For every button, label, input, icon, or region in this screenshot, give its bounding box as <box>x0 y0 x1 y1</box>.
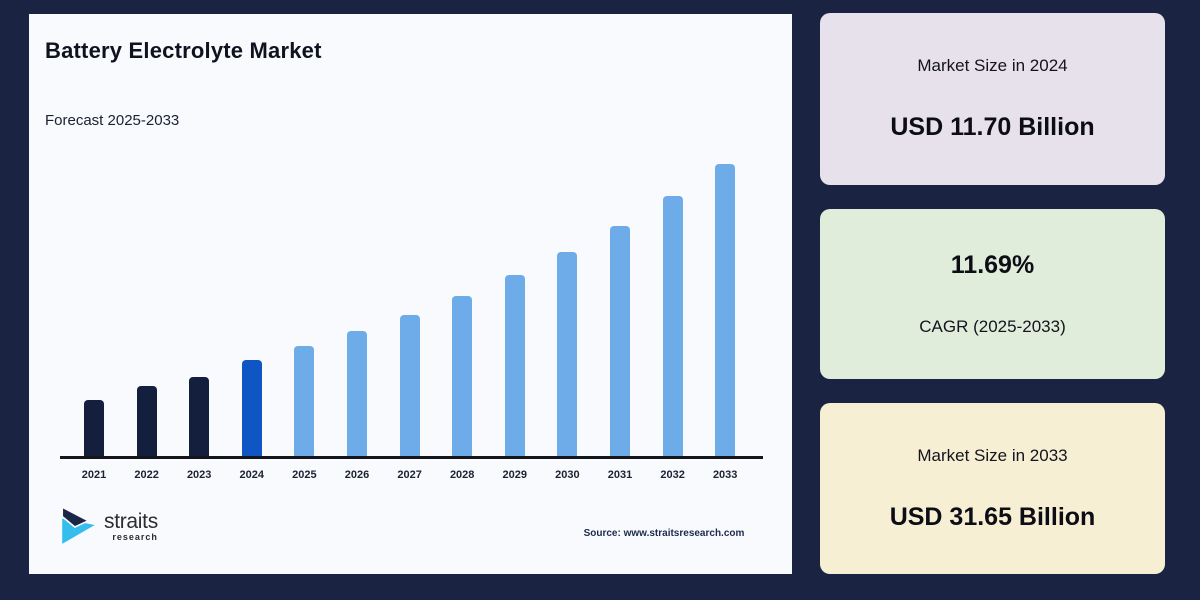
logo-name: straits <box>104 509 158 533</box>
x-axis-line <box>60 456 763 459</box>
bar-2022 <box>136 386 157 458</box>
bar-2023 <box>189 376 210 458</box>
x-label-2021: 2021 <box>81 469 107 481</box>
card-market-size-2024: Market Size in 2024 USD 11.70 Billion <box>820 13 1165 185</box>
market-size-2024-label: Market Size in 2024 <box>917 56 1068 75</box>
cagr-label: CAGR (2025-2033) <box>919 317 1066 336</box>
x-label-2027: 2027 <box>397 469 422 481</box>
bar-2026 <box>347 331 367 458</box>
card-cagr: 11.69% CAGR (2025-2033) <box>820 209 1165 379</box>
bar-2030 <box>557 251 578 458</box>
x-label-2023: 2023 <box>186 469 212 481</box>
bar-2029 <box>504 275 525 458</box>
x-label-2024: 2024 <box>239 469 265 481</box>
stats-column: Market Size in 2024 USD 11.70 Billion 11… <box>820 13 1165 598</box>
x-label-2031: 2031 <box>607 469 633 481</box>
bar-2033 <box>715 163 736 458</box>
page-title: Battery Electrolyte Market <box>45 38 322 63</box>
forecast-subtitle: Forecast 2025-2033 <box>45 112 180 129</box>
x-label-2022: 2022 <box>134 469 159 481</box>
bar-2031 <box>610 225 630 458</box>
bar-2028 <box>452 295 473 458</box>
logo-subname: research <box>112 531 158 542</box>
source-note: Source: www.straitsresearch.com <box>583 528 745 539</box>
market-size-2033-value: USD 31.65 Billion <box>889 502 1096 531</box>
x-label-2030: 2030 <box>555 469 580 481</box>
x-label-2026: 2026 <box>344 469 370 481</box>
straits-logo-icon <box>58 504 100 548</box>
straits-logo: straits research <box>58 504 158 548</box>
bar-2027 <box>399 314 420 458</box>
market-size-2024-value: USD 11.70 Billion <box>890 113 1095 141</box>
bar-chart <box>29 14 769 458</box>
market-size-2033-label: Market Size in 2033 <box>917 445 1068 465</box>
chart-panel: Battery Electrolyte Market Forecast 2025… <box>29 14 792 574</box>
bar-2032 <box>662 196 683 458</box>
x-label-2033: 2033 <box>712 469 738 481</box>
cagr-value: 11.69% <box>950 251 1035 279</box>
x-label-2032: 2032 <box>660 469 685 481</box>
bar-2021 <box>84 400 104 458</box>
card-market-size-2033: Market Size in 2033 USD 31.65 Billion <box>820 403 1165 574</box>
bar-2024 <box>241 359 262 458</box>
x-label-2029: 2029 <box>502 469 528 481</box>
straits-logo-text: straits research <box>104 511 158 542</box>
x-label-2025: 2025 <box>292 469 317 481</box>
x-label-2028: 2028 <box>449 469 475 481</box>
bar-2025 <box>294 346 315 458</box>
